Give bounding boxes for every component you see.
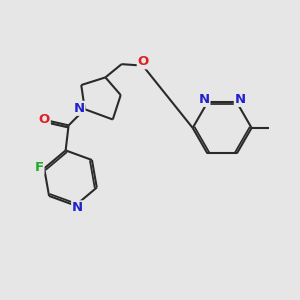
Text: O: O: [138, 55, 149, 68]
Text: N: N: [235, 93, 246, 106]
Text: N: N: [73, 102, 85, 115]
Text: N: N: [72, 201, 83, 214]
Text: N: N: [198, 93, 209, 106]
Text: O: O: [38, 113, 50, 126]
Text: F: F: [34, 161, 43, 174]
